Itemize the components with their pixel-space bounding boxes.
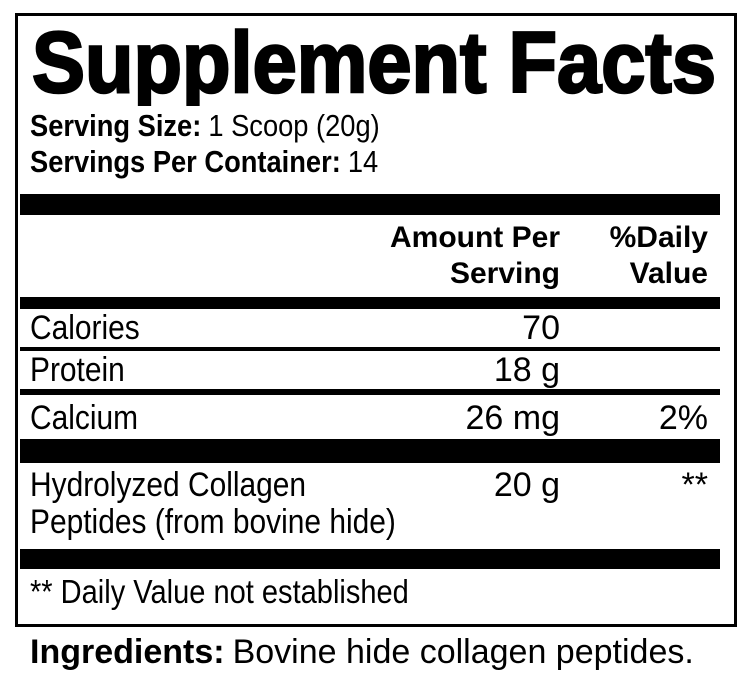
ingredients-value: Bovine hide collagen peptides. bbox=[232, 633, 694, 671]
ingredients-line: Ingredients: Bovine hide collagen peptide… bbox=[30, 632, 694, 672]
divider-bar-bottom bbox=[20, 549, 720, 569]
divider-bar-calcium bbox=[20, 439, 720, 463]
row-daily-value: ** bbox=[681, 466, 708, 504]
panel-title-graphic: Supplement Facts bbox=[31, 28, 718, 106]
divider-bar-top bbox=[20, 194, 720, 215]
table-header-row: Amount Per Serving %Daily Value bbox=[20, 215, 720, 297]
row-name: Calcium bbox=[30, 399, 139, 437]
row-name: Calories bbox=[30, 309, 140, 347]
serving-size-line: Serving Size: 1 Scoop (20g) bbox=[30, 108, 720, 144]
row-name: Protein bbox=[30, 351, 125, 389]
serving-size-label: Serving Size: bbox=[30, 108, 202, 143]
servings-per-container-line: Servings Per Container: 14 bbox=[30, 144, 720, 180]
row-daily-value: 2% bbox=[658, 399, 708, 437]
row-amount: 70 bbox=[522, 309, 560, 347]
row-name: Hydrolyzed Collagen Peptides (from bovin… bbox=[30, 466, 396, 541]
table-row-hydrolyzed-collagen: Hydrolyzed Collagen Peptides (from bovin… bbox=[20, 463, 720, 549]
ingredients-label: Ingredients: bbox=[30, 633, 225, 671]
table-row-calories: Calories 70 bbox=[20, 309, 720, 351]
header-daily-value: %Daily Value bbox=[609, 221, 708, 290]
divider-bar-header bbox=[20, 297, 720, 309]
servings-per-container-value: 14 bbox=[347, 144, 379, 179]
row-amount: 20 g bbox=[493, 466, 560, 504]
servings-per-container-label: Servings Per Container: bbox=[30, 144, 341, 179]
table-row-protein: Protein 18 g bbox=[20, 351, 720, 395]
serving-size-value: 1 Scoop (20g) bbox=[208, 108, 380, 143]
row-amount: 18 g bbox=[493, 351, 560, 389]
page-title: Supplement Facts bbox=[32, 28, 716, 106]
daily-value-footnote: ** Daily Value not established bbox=[30, 573, 409, 610]
table-row-calcium: Calcium 26 mg 2% bbox=[20, 395, 720, 439]
supplement-facts-panel: Supplement Facts Serving Size: 1 Scoop (2… bbox=[15, 13, 737, 627]
header-amount-per-serving: Amount Per Serving bbox=[389, 221, 560, 290]
row-amount: 26 mg bbox=[465, 399, 561, 437]
